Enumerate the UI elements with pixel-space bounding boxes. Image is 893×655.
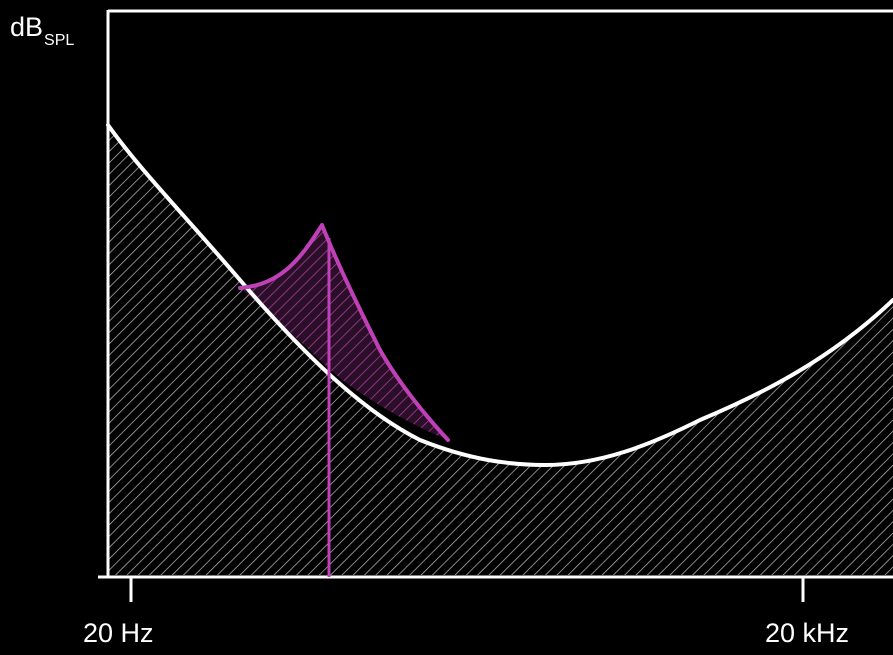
- inaudible-region-hatch: [108, 125, 893, 575]
- y-axis-label-subscript: SPL: [44, 32, 75, 49]
- x-tick-label-20hz: 20 Hz: [83, 618, 154, 648]
- masking-curve: [238, 223, 450, 442]
- x-tick-label-20khz: 20 kHz: [765, 618, 850, 648]
- threshold-curve: [106, 123, 893, 468]
- masking-region-hatch: [240, 225, 448, 440]
- masking-region-fill: [240, 225, 448, 440]
- y-axis-label: dBSPL: [10, 12, 74, 49]
- y-axis-label-main: dB: [10, 12, 44, 42]
